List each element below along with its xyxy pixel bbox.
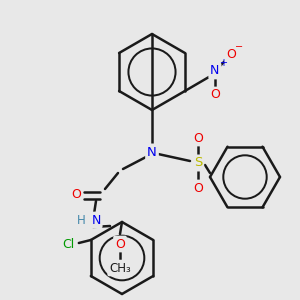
Text: Cl: Cl bbox=[63, 238, 75, 251]
Text: O: O bbox=[210, 88, 220, 101]
Text: S: S bbox=[194, 157, 202, 169]
Text: O: O bbox=[193, 131, 203, 145]
Text: CH₃: CH₃ bbox=[109, 262, 131, 275]
Text: N: N bbox=[210, 64, 220, 77]
Text: O: O bbox=[71, 188, 81, 202]
Text: N: N bbox=[147, 146, 157, 158]
Text: O: O bbox=[193, 182, 203, 194]
Text: H: H bbox=[77, 214, 86, 226]
Text: O: O bbox=[115, 238, 125, 250]
Text: O: O bbox=[226, 49, 236, 62]
Text: −: − bbox=[235, 42, 243, 52]
Text: N: N bbox=[91, 214, 101, 226]
Text: +: + bbox=[219, 58, 227, 68]
